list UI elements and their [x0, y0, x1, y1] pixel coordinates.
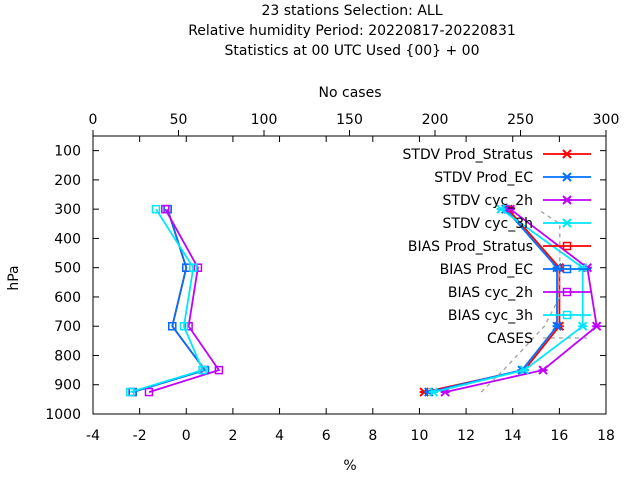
chart-title-line: Statistics at 00 UTC Used {00} + 00 [224, 43, 479, 59]
legend-marker-bias-cyc-2h [562, 287, 572, 297]
data-point-stdv-cyc-3h [428, 387, 439, 397]
legend-marker-stdv-prod-ec [562, 172, 572, 182]
legend-label: CASES [487, 331, 533, 347]
x-tick-label: 2 [228, 428, 237, 444]
legend-marker-bias-prod-stratus [562, 241, 572, 251]
data-point-bias-cyc-2h [214, 365, 224, 375]
legend-label: STDV Prod_Stratus [403, 147, 533, 163]
data-point-stdv-cyc-2h [591, 321, 602, 331]
data-point-bias-cyc-2h [193, 263, 203, 272]
series-line-bias-prod-stratus [132, 208, 207, 393]
y-tick-label: 300 [54, 202, 81, 218]
legend-marker-stdv-prod-stratus [562, 149, 572, 159]
legend-marker-bias-cyc-3h [562, 310, 572, 320]
x-tick-label: 14 [504, 428, 522, 444]
data-point-stdv-cyc-3h [577, 262, 588, 273]
x-tick-label: -4 [86, 428, 100, 444]
x2-tick-label: 200 [422, 112, 449, 128]
x2-tick-label: 100 [251, 112, 278, 128]
x2-tick-label: 150 [336, 112, 363, 128]
x-tick-label: -2 [133, 428, 147, 444]
x2-tick-label: 0 [89, 112, 98, 128]
y-tick-label: 500 [54, 261, 81, 277]
x-tick-label: 10 [411, 428, 429, 444]
y-tick-label: 700 [54, 319, 81, 335]
x2-tick-label: 250 [507, 112, 534, 128]
legend-label: BIAS Prod_EC [440, 262, 534, 278]
chart-title-line: Relative humidity Period: 20220817-20220… [188, 23, 516, 39]
data-point-bias-cyc-3h [198, 365, 207, 375]
x-tick-label: 16 [550, 428, 568, 444]
y-axis-label: hPa [6, 265, 22, 290]
series-line-bias-cyc-3h [130, 208, 204, 393]
y-tick-label: 100 [54, 144, 81, 160]
y-tick-label: 400 [54, 231, 81, 247]
data-point-bias-cyc-3h [189, 263, 198, 272]
data-point-stdv-cyc-3h [519, 365, 530, 375]
legend-label: BIAS cyc_2h [448, 285, 533, 301]
data-point-bias-cyc-3h [126, 387, 135, 397]
legend-label: BIAS cyc_3h [448, 308, 533, 324]
data-point-stdv-prod-ec [552, 321, 562, 331]
x2-tick-label: 300 [593, 112, 620, 128]
data-point-bias-cyc-3h [179, 321, 189, 331]
x-tick-label: 18 [597, 428, 615, 444]
legend-label: STDV cyc_3h [443, 216, 533, 232]
y-tick-label: 600 [54, 290, 81, 306]
series-line-cases [480, 208, 561, 393]
data-point-stdv-cyc-2h [538, 365, 548, 375]
data-point-stdv-cyc-2h [505, 204, 516, 214]
x-tick-label: 0 [182, 428, 191, 444]
data-point-bias-cyc-3h [151, 204, 161, 214]
data-point-bias-cyc-2h [161, 204, 170, 214]
y-tick-label: 900 [54, 378, 81, 394]
y-tick-label: 1000 [45, 407, 81, 423]
data-point-bias-cyc-2h [184, 321, 193, 331]
x2-axis-label: No cases [319, 85, 382, 101]
series-line-bias-cyc-2h [148, 208, 221, 393]
legend-label: STDV cyc_2h [443, 193, 533, 209]
x-tick-label: 8 [368, 428, 377, 444]
x-tick-label: 4 [275, 428, 284, 444]
legend-marker-bias-prod-ec [562, 264, 572, 274]
legend-label: STDV Prod_EC [434, 170, 533, 186]
data-point-stdv-cyc-3h [496, 204, 506, 214]
chart-title-line: 23 stations Selection: ALL [261, 3, 442, 19]
data-point-bias-cyc-2h [144, 387, 154, 397]
data-point-stdv-cyc-3h [577, 321, 588, 331]
y-tick-label: 200 [54, 173, 81, 189]
series-line-bias-prod-ec [132, 208, 207, 393]
x-tick-label: 12 [457, 428, 475, 444]
x-tick-label: 6 [322, 428, 331, 444]
data-point-bias-prod-ec [168, 321, 177, 331]
legend-marker-stdv-cyc-2h [562, 195, 572, 205]
legend-label: BIAS Prod_Stratus [408, 239, 533, 255]
x2-tick-label: 50 [170, 112, 188, 128]
x-axis-label: % [343, 458, 356, 474]
y-tick-label: 800 [54, 348, 81, 364]
legend-marker-stdv-cyc-3h [562, 218, 572, 228]
